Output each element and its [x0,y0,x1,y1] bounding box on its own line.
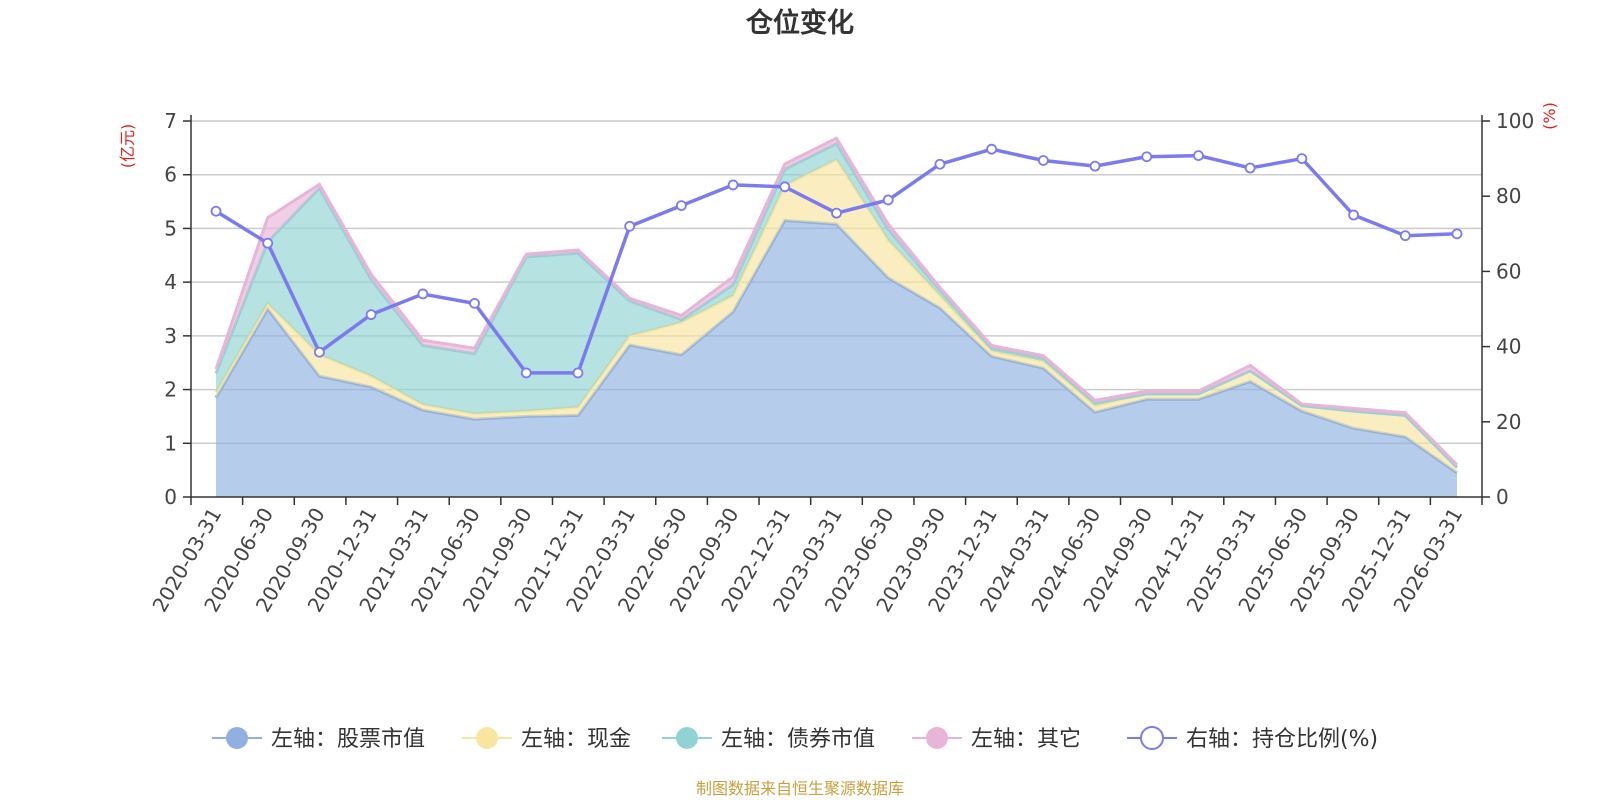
ratio-point [1193,150,1204,161]
ratio-point [727,179,739,191]
left-tick-label: 1 [164,431,177,455]
right-tick-label: 80 [1496,184,1521,208]
ratio-point [986,143,998,155]
ratio-point [1399,230,1411,242]
legend: 左轴：股票市值 左轴：现金 左轴：债券市值 左轴：其它 右轴：持仓比例(%) [212,726,1378,752]
ratio-point [469,297,480,309]
right-tick-label: 60 [1496,259,1521,283]
data-source: 制图数据来自恒生聚源数据库 [696,779,904,798]
right-tick-label: 20 [1496,410,1521,434]
left-tick-label: 6 [164,163,177,187]
legend-marker [1140,726,1164,750]
area-91d3d3 [216,143,1457,468]
left-tick-label: 3 [164,324,177,348]
legend-label: 左轴：债券市值 [721,727,875,752]
ratio-point [417,288,429,300]
right-tick-label: 0 [1496,485,1509,509]
ratio-point [882,194,894,206]
ratio-point [779,181,791,193]
ratio-point [1037,155,1049,166]
legend-label: 左轴：现金 [521,727,631,752]
legend-marker [476,727,498,749]
ratio-point [1296,153,1308,165]
right-tick-label: 40 [1496,335,1521,359]
legend-marker [226,727,248,749]
ratio-point [1348,209,1359,221]
right-axis-unit: (%) [1540,102,1559,130]
area-edge-line [214,136,1459,466]
left-tick-label: 2 [164,378,177,402]
area-series [214,136,1459,497]
left-tick-label: 7 [164,109,177,133]
legend-item: 左轴：债券市值 [662,727,875,752]
ratio-point [1141,151,1153,163]
legend-item: 左轴：股票市值 [212,727,425,752]
ratio-point [520,367,532,379]
legend-item: 左轴：其它 [912,727,1081,752]
legend-label: 左轴：其它 [971,727,1081,752]
ratio-point [624,220,636,232]
chart-title: 仓位变化 [745,7,854,39]
ratio-point [210,205,222,217]
ratio-point [831,207,842,219]
ratio-point [1244,162,1256,174]
ratio-point [314,346,325,358]
legend-item: 右轴：持仓比例(%) [1127,726,1378,752]
ratio-point [1451,228,1463,240]
ratio-point [262,237,274,249]
left-axis-unit: (亿元) [118,124,137,169]
right-tick-label: 100 [1496,109,1534,133]
legend-marker [926,727,948,749]
left-tick-label: 4 [164,270,177,294]
legend-label: 右轴：持仓比例(%) [1186,727,1378,752]
legend-label: 左轴：股票市值 [271,727,425,752]
left-tick-label: 0 [164,485,177,509]
ratio-point [365,309,377,321]
legend-item: 左轴：现金 [462,727,631,752]
area-8fb0e0 [216,220,1457,497]
ratio-point [1089,160,1101,172]
ratio-point [934,158,946,170]
ratio-point [675,200,687,212]
left-tick-label: 5 [164,216,177,240]
legend-marker [676,727,698,749]
line-series [210,143,1463,379]
ratio-point [572,367,584,379]
